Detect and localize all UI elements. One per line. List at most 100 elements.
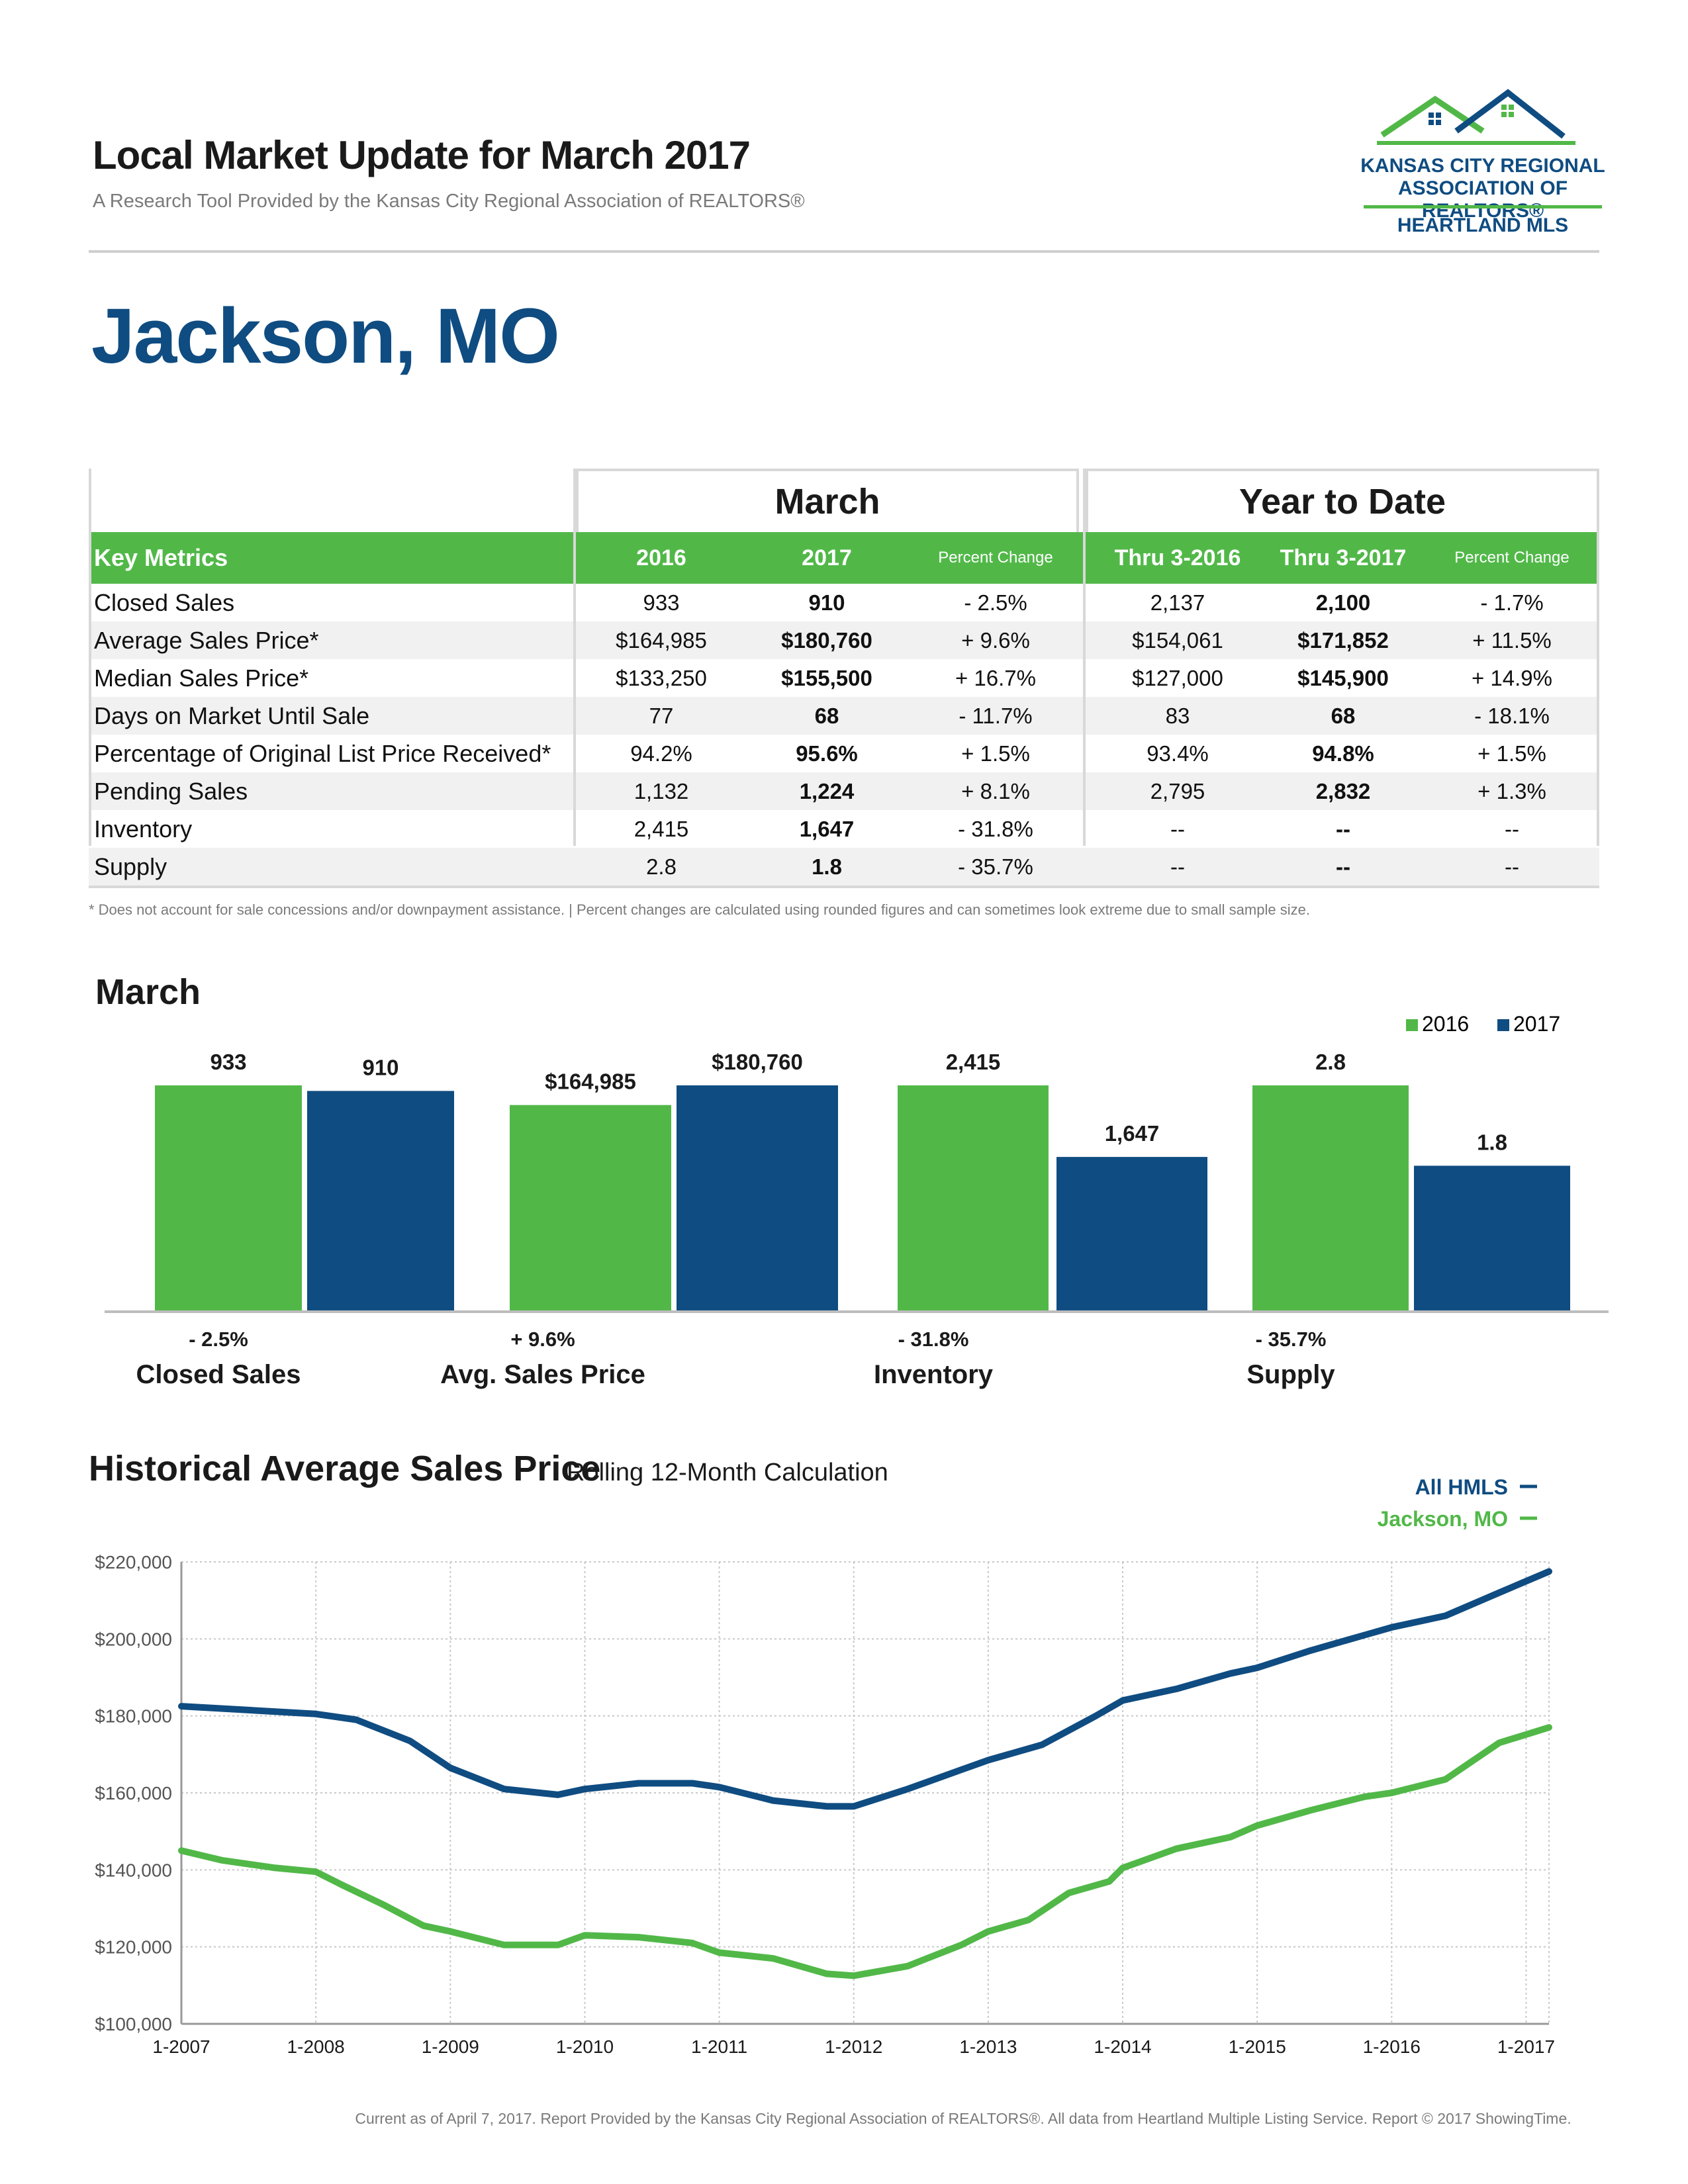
col-percent-change-ytd: Percent Change	[1454, 549, 1570, 567]
cell-ytd2016: 2,137	[1150, 590, 1205, 615]
table-body: Closed Sales 933 910 - 2.5% 2,137 2,100 - 1.7%…	[89, 584, 1599, 886]
bar-label-2017-3: 1.8	[1477, 1130, 1507, 1154]
x-tick-label: 1-2016	[1363, 2036, 1421, 2057]
y-tick-label: $180,000	[95, 1706, 172, 1727]
bar-label-2017-1: $180,760	[712, 1050, 803, 1074]
logo-divider	[1364, 205, 1602, 208]
page-footer: Current as of April 7, 2017. Report Prov…	[0, 2110, 1688, 2128]
cell-ytd2016: $154,061	[1132, 628, 1223, 653]
cell-ytd2016: 2,795	[1150, 779, 1205, 803]
y-tick-label: $140,000	[95, 1860, 172, 1880]
bar-chart-title: March	[95, 972, 201, 1012]
legend-label-2016: 2016	[1422, 1012, 1469, 1036]
cell-v2017: $155,500	[781, 666, 872, 690]
bar-2016-3	[1252, 1085, 1409, 1310]
table-border-right	[1597, 469, 1599, 846]
category-label-2: Inventory	[874, 1360, 994, 1389]
logo-line-1: KANSAS CITY REGIONAL	[1360, 155, 1605, 177]
pct-change-0: - 2.5%	[189, 1328, 248, 1351]
cell-v2016: 1,132	[633, 779, 689, 803]
cell-pct-month: - 35.7%	[958, 854, 1033, 879]
bar-label-2016-0: 933	[210, 1050, 246, 1074]
x-tick-label: 1-2012	[825, 2036, 882, 2057]
cell-v2017: 910	[808, 590, 845, 615]
cell-pct-month: + 1.5%	[961, 741, 1030, 766]
cell-pct-ytd: + 11.5%	[1472, 628, 1552, 653]
report-subtitle: A Research Tool Provided by the Kansas C…	[93, 191, 805, 212]
cell-ytd2016: 83	[1165, 704, 1190, 728]
line-chart-title: Historical Average Sales Price	[89, 1449, 601, 1488]
report-title: Local Market Update for March 2017	[93, 133, 751, 177]
pct-change-1: + 9.6%	[510, 1328, 575, 1351]
group-month-header: March	[576, 469, 1079, 532]
pct-change-3: - 35.7%	[1256, 1328, 1327, 1351]
cell-pct-ytd: --	[1505, 854, 1519, 879]
legend-swatch-2017	[1497, 1019, 1509, 1031]
table-row: Days on Market Until Sale 77 68 - 11.7% 83 68…	[89, 697, 1599, 735]
col-thru-2017: Thru 3-2017	[1280, 545, 1407, 570]
bar-2016-1	[510, 1105, 671, 1310]
cell-ytd2017: 2,100	[1315, 590, 1371, 615]
x-tick-label: 1-2017	[1497, 2036, 1555, 2057]
cell-ytd2016: 93.4%	[1147, 741, 1209, 766]
cell-ytd2016: --	[1170, 854, 1185, 879]
x-tick-label: 1-2007	[152, 2036, 210, 2057]
legend-swatch-2016	[1406, 1019, 1418, 1031]
line-chart: $100,000 $120,000 $140,000 $160,000 $180,000…	[95, 1476, 1555, 2057]
cell-ytd2017: $145,900	[1297, 666, 1389, 690]
cell-ytd2017: $171,852	[1297, 628, 1389, 653]
bar-2017-1	[677, 1085, 838, 1310]
cell-ytd2016: --	[1170, 817, 1185, 841]
pct-change-2: - 31.8%	[898, 1328, 969, 1351]
series-line-jackson-mo	[178, 1724, 1552, 1979]
cell-metric: Pending Sales	[94, 778, 248, 805]
cell-v2017: 68	[814, 704, 839, 728]
cell-v2016: $133,250	[616, 666, 707, 690]
y-tick-label: $220,000	[95, 1552, 172, 1572]
cell-v2017: 95.6%	[796, 741, 858, 766]
legend-label-jackson-mo: Jackson, MO	[1378, 1507, 1508, 1531]
cell-v2017: $180,760	[781, 628, 872, 653]
cell-pct-month: - 11.7%	[959, 704, 1033, 728]
category-label-0: Closed Sales	[136, 1360, 301, 1389]
x-tick-label: 1-2010	[556, 2036, 614, 2057]
col-2017: 2017	[802, 545, 852, 570]
header-divider	[89, 250, 1599, 253]
house-logo-icon	[1377, 89, 1575, 145]
cell-v2017: 1,224	[799, 779, 855, 803]
bar-label-2016-1: $164,985	[545, 1069, 636, 1094]
kcrar-logo: KANSAS CITY REGIONAL ASSOCIATION OF REAL…	[1357, 85, 1609, 250]
legend-label-2017: 2017	[1513, 1012, 1560, 1036]
cell-ytd2017: 68	[1331, 704, 1356, 728]
cell-metric: Inventory	[94, 815, 193, 842]
cell-v2016: 94.2%	[630, 741, 692, 766]
bar-2017-0	[307, 1091, 454, 1310]
x-tick-label: 1-2008	[287, 2036, 345, 2057]
table-row: Percentage of Original List Price Receiv…	[89, 735, 1599, 772]
cell-pct-month: - 2.5%	[964, 590, 1027, 615]
logo-line-3: HEARTLAND MLS	[1397, 214, 1569, 236]
group-ytd-header: Year to Date	[1086, 469, 1599, 532]
cell-metric: Supply	[94, 853, 167, 880]
cell-pct-month: + 9.6%	[961, 628, 1030, 653]
logo-line-2: ASSOCIATION OF REALTORS®	[1397, 177, 1568, 222]
y-tick-label: $120,000	[95, 1937, 172, 1958]
cell-pct-ytd: + 1.5%	[1477, 741, 1546, 766]
cell-v2016: 933	[643, 590, 680, 615]
col-2016: 2016	[636, 545, 686, 570]
table-footnote: * Does not account for sale concessions …	[89, 901, 1310, 918]
bar-2017-2	[1056, 1157, 1207, 1310]
bar-label-2017-2: 1,647	[1105, 1121, 1160, 1146]
table-header-row: Key Metrics 2016 2017 Percent Change Thr…	[89, 532, 1599, 584]
cell-metric: Average Sales Price*	[94, 627, 319, 654]
bar-label-2016-3: 2.8	[1315, 1050, 1346, 1074]
table-row: Pending Sales 1,132 1,224 + 8.1% 2,795 2,832 +…	[89, 772, 1599, 810]
table-border-month	[573, 469, 576, 846]
table-border-ytd	[1083, 469, 1086, 846]
cell-v2016: $164,985	[616, 628, 707, 653]
cell-v2016: 2.8	[646, 854, 677, 879]
col-percent-change-month: Percent Change	[938, 549, 1053, 567]
cell-ytd2017: --	[1336, 854, 1350, 879]
table-row: Average Sales Price* $164,985 $180,760 + 9.…	[89, 621, 1599, 659]
x-tick-label: 1-2011	[691, 2036, 747, 2057]
